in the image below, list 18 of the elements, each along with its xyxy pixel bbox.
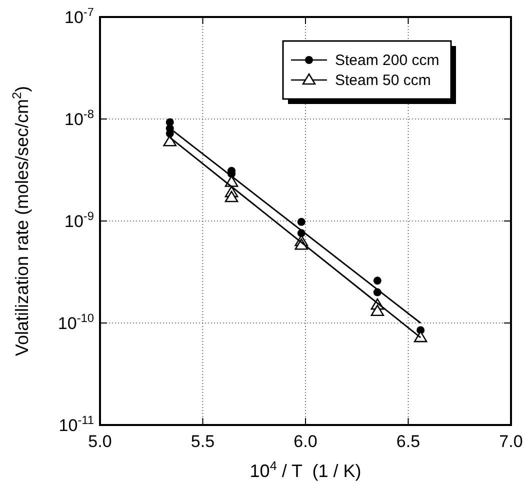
- y-tick-label: 10$^{-11}$: [58, 413, 94, 435]
- point: [370, 304, 384, 316]
- x-axis-title: 10$^{4}$ / T (1 / K): [250, 459, 362, 481]
- point: [373, 276, 382, 285]
- y-tick-label: 10$^{-7}$: [64, 5, 94, 27]
- x-tick-label: 6.5: [396, 432, 420, 451]
- x-tick-label: 6.0: [294, 432, 318, 451]
- point: [224, 190, 238, 202]
- point: [414, 330, 428, 342]
- y-tick-label: 10$^{-10}$: [58, 311, 94, 333]
- x-tick-label: 5.0: [88, 432, 112, 451]
- x-tick-label: 5.5: [190, 432, 215, 451]
- y-tick-label: 10$^{-9}$: [64, 209, 94, 231]
- point: [297, 218, 306, 226]
- legend-label: Steam 50 ccm: [335, 72, 431, 89]
- y-tick-label: 10$^{-8}$: [64, 107, 94, 129]
- legend-label: Steam 200 ccm: [335, 52, 440, 69]
- x-tick-label: 7.0: [499, 432, 523, 451]
